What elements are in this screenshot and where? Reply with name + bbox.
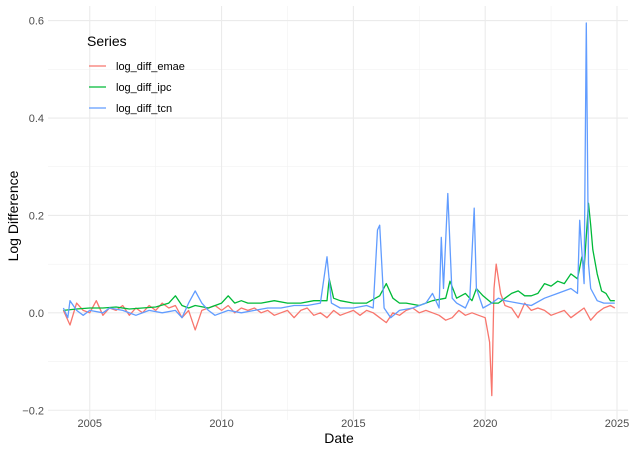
x-tick-label: 2020 [473, 418, 497, 430]
x-tick-label: 2010 [209, 418, 233, 430]
series-line-log-diff-emae [62, 263, 616, 397]
y-tick-label: 0.6 [29, 16, 44, 28]
y-tick-label: 0.0 [29, 308, 44, 320]
legend-title: Series [87, 33, 127, 49]
legend: Series log_diff_emaelog_diff_ipclog_diff… [87, 33, 185, 115]
y-tick-label: 0.2 [29, 210, 44, 222]
x-axis-title: Date [324, 430, 354, 446]
legend-label: log_diff_ipc [116, 82, 172, 94]
series-line-log-diff-tcn [62, 22, 615, 319]
legend-label: log_diff_tcn [116, 103, 172, 115]
x-tick-label: 2015 [341, 418, 365, 430]
x-tick-label: 2025 [605, 418, 629, 430]
x-tick-label: 2005 [78, 418, 102, 430]
y-axis-tick-labels: −0.2 0.0 0.2 0.4 0.6 [22, 16, 44, 418]
legend-label: log_diff_emae [116, 61, 185, 73]
y-tick-label: −0.2 [22, 405, 44, 417]
minor-gridlines [48, 6, 628, 420]
legend-items: log_diff_emae log_diff_ipc log_diff_tcn [89, 61, 185, 115]
series-line-log-diff-ipc [63, 202, 615, 312]
series-lines [62, 22, 616, 397]
y-axis-title: Log Difference [5, 170, 21, 261]
x-axis-tick-labels: 2005 2010 2015 2020 2025 [78, 418, 630, 430]
y-tick-label: 0.4 [29, 113, 44, 125]
major-gridlines [48, 6, 628, 420]
